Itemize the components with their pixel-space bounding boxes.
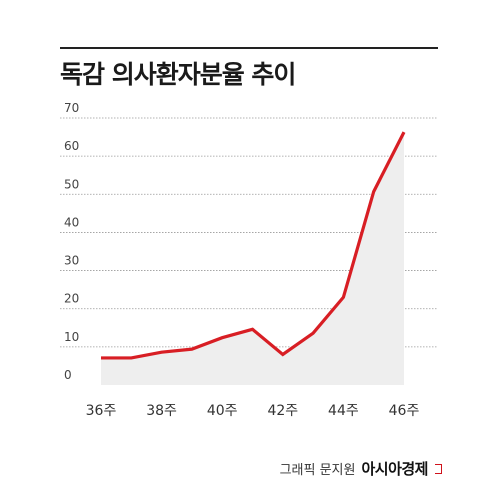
y-tick-label: 60 <box>64 139 79 153</box>
series-line <box>101 131 406 360</box>
chart-title: 독감 의사환자분율 추이 <box>60 60 296 89</box>
x-tick-label: 40주 <box>207 403 238 419</box>
y-tick-label: 30 <box>64 254 79 268</box>
x-tick-label: 46주 <box>389 403 420 419</box>
area-fill-shape <box>101 132 404 385</box>
area-fill <box>101 132 404 385</box>
y-tick-label: 0 <box>64 368 72 382</box>
x-tick-label: 42주 <box>267 403 298 419</box>
y-tick-labels: 0 10 20 30 40 50 60 70 <box>64 101 79 382</box>
brand-logo: 아시아경제 <box>361 460 428 478</box>
x-tick-label: 38주 <box>146 403 177 419</box>
x-tick-label: 44주 <box>328 403 359 419</box>
series-line-path <box>101 131 406 360</box>
y-tick-label: 20 <box>64 292 79 306</box>
title-rule <box>60 47 438 49</box>
x-tick-label: 36주 <box>86 403 117 419</box>
y-tick-label: 10 <box>64 330 79 344</box>
brand-mark-icon <box>435 464 442 474</box>
y-tick-label: 70 <box>64 101 79 115</box>
y-tick-label: 40 <box>64 215 79 229</box>
y-tick-label: 50 <box>64 177 79 191</box>
credit-text: 그래픽 문지원 <box>279 463 356 478</box>
credit: 그래픽 문지원 아시아경제 <box>280 458 442 479</box>
x-tick-labels: 36주 38주 40주 42주 44주 46주 <box>86 403 420 419</box>
